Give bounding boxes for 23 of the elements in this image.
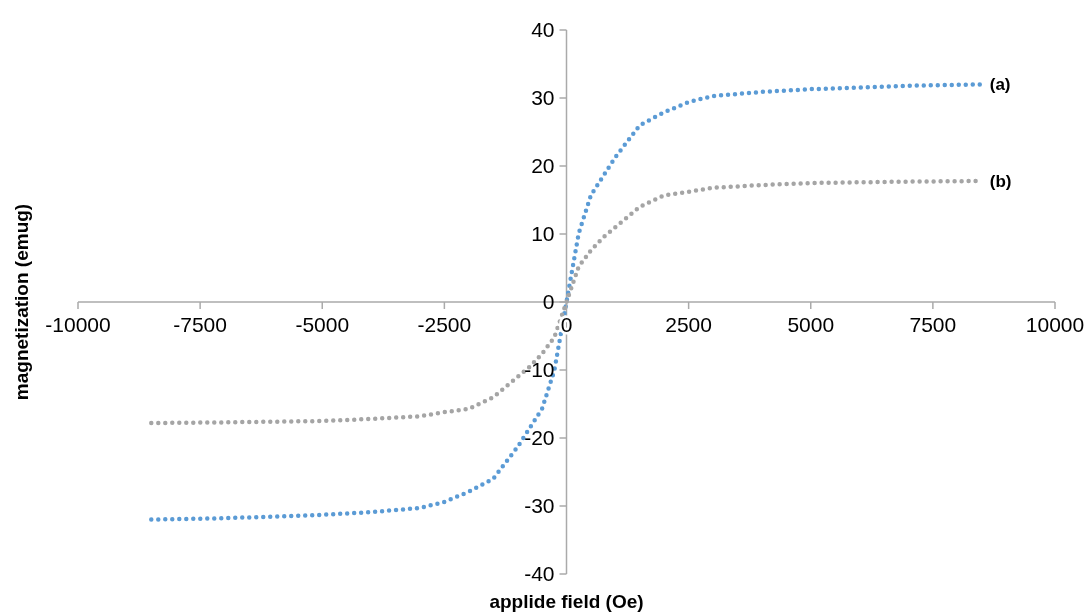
x-tick-label: 0: [560, 313, 573, 336]
x-tick-label: -10000: [45, 313, 111, 336]
x-tick-label: -5000: [295, 313, 350, 336]
x-axis-title: applide field (Oe): [489, 591, 644, 612]
x-tick-label: 5000: [787, 313, 835, 336]
x-tick-label: 10000: [1025, 313, 1085, 336]
y-tick-label: 10: [531, 222, 555, 245]
series-label: (a): [989, 75, 1011, 95]
x-tick-label: -7500: [173, 313, 227, 336]
x-tick-label: 2500: [665, 313, 712, 336]
line-series: [149, 82, 984, 522]
y-tick-label: -10: [524, 358, 555, 381]
y-tick-label: -40: [524, 562, 555, 585]
x-tick-label: 7500: [909, 313, 957, 336]
y-axis-title: magnetization (emug): [11, 203, 32, 401]
y-tick-label: 40: [531, 18, 555, 41]
y-tick-label: 0: [542, 290, 555, 313]
y-tick-label: 20: [531, 154, 555, 177]
y-tick-label: 30: [531, 86, 555, 109]
series-label: (b): [989, 171, 1012, 191]
x-tick-label: -2500: [417, 313, 472, 336]
y-tick-label: -20: [524, 426, 555, 449]
y-tick-label: -30: [524, 494, 555, 517]
